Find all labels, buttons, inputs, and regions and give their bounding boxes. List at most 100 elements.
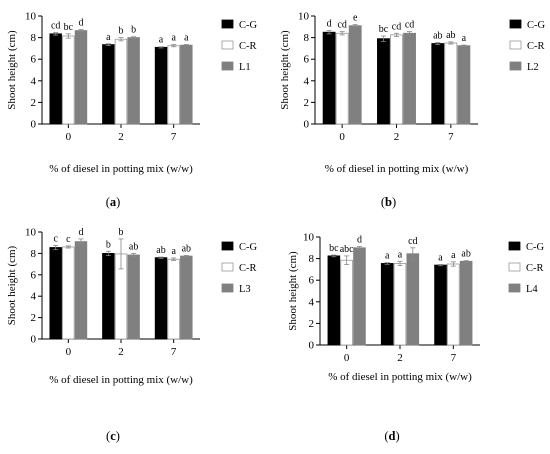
panel-a-x-tick-label: 2 (118, 131, 124, 143)
panel-d-significance-letter: a (438, 252, 443, 263)
panel-b-y-tick-label: 0 (304, 119, 310, 131)
panel-b-legend-swatch-c-r (509, 40, 522, 50)
panel-b-bar-c-g (431, 43, 445, 125)
panel-d-bar-c-g (434, 264, 447, 346)
panel-a-y-tick-label: 2 (31, 97, 37, 109)
panel-c-bar-l3 (127, 254, 140, 340)
panel-b-panel-label: (b) (381, 195, 396, 209)
panel-a-significance-letter: bc (64, 22, 74, 33)
panel-c-y-tick-label: 10 (25, 227, 37, 239)
panel-d-legend-label: L4 (526, 284, 538, 295)
panel-b-legend-swatch-c-g (509, 19, 522, 29)
panel-a-bar-c-r (114, 38, 128, 125)
panel-b-significance-letter: d (327, 19, 332, 30)
panel-a-bar-c-r (62, 35, 75, 125)
panel-d-bar-c-g (327, 255, 341, 346)
panel-a-bar-c-r (167, 45, 180, 125)
panel-b-y-tick-label: 2 (304, 97, 310, 109)
panel-a-significance-letter: cd (51, 21, 60, 32)
panel-a-bar-c-g (49, 33, 62, 125)
panel-a-x-tick-label: 7 (171, 131, 177, 143)
panel-a-x-axis-label: % of diesel in potting mix (w/w) (49, 163, 193, 175)
panel-d-legend-swatch-l4 (508, 283, 521, 293)
panel-a-panel-label: (a) (106, 195, 121, 209)
panel-d-bar-l4 (353, 247, 366, 346)
panel-d-y-tick-label: 8 (309, 253, 315, 265)
panel-a-significance-letter: b (131, 25, 136, 36)
panel-a-bar-c-g (154, 46, 168, 125)
panel-d-y-tick-label: 6 (309, 275, 315, 287)
panel-d-bar-c-g (380, 263, 394, 346)
panel-d-bar-c-r (447, 263, 460, 346)
panel-c-significance-letter: ab (182, 243, 191, 254)
panel-c-y-tick-label: 6 (31, 269, 37, 281)
panel-b-significance-letter: cd (337, 20, 346, 31)
panel-a-legend-label: C-G (239, 20, 258, 31)
panel-b-legend-swatch-l2 (509, 61, 522, 71)
panel-b-legend-label: C-G (527, 20, 546, 31)
panel-d-significance-letter: ab (461, 249, 470, 260)
panel-b-bar-l2 (403, 32, 416, 125)
panel-c-significance-letter: b (106, 239, 111, 250)
panel-c-legend-label: L3 (239, 284, 251, 295)
panel-c-significance-letter: ab (129, 241, 138, 252)
panel-c-x-tick-label: 0 (66, 346, 72, 358)
panel-b-significance-letter: ab (433, 30, 442, 41)
panel-b-bar-c-r (335, 32, 349, 125)
panel-d-legend-label: C-G (526, 242, 545, 253)
panel-c-y-tick-label: 2 (31, 312, 37, 324)
panel-c-significance-letter: d (78, 227, 83, 238)
panel-a-legend-swatch-c-g (221, 19, 234, 29)
panel-c-y-axis-label: Shoot height (cm) (6, 245, 18, 325)
panel-b-bar-c-g (377, 38, 390, 125)
panel-d-legend-label: C-R (526, 263, 544, 274)
panel-a-significance-letter: b (119, 26, 124, 37)
panel-b-bar-c-r (390, 34, 403, 125)
panel-a-bar-l1 (180, 44, 193, 125)
panel-b-significance-letter: cd (392, 21, 401, 32)
panel-a-y-tick-label: 4 (31, 75, 37, 87)
panel-c-significance-letter: c (66, 234, 71, 245)
panel-b-significance-letter: a (462, 33, 467, 44)
panel-d-x-axis-label: % of diesel in potting mix (w/w) (328, 371, 472, 383)
panel-d-bar-l4 (459, 260, 473, 346)
panel-c-legend-label: C-G (239, 242, 258, 253)
panel-c-legend-swatch-c-r (221, 262, 234, 272)
panel-b-bar-c-r (444, 42, 458, 125)
panel-c-bar-c-r (62, 246, 75, 340)
panel-d-significance-letter: cd (408, 236, 417, 247)
panel-d-x-tick-label: 0 (344, 352, 350, 364)
panel-c-bar-c-g (102, 252, 115, 340)
panel-a-legend-swatch-c-r (221, 40, 234, 50)
panel-c-significance-letter: ab (156, 245, 165, 256)
panel-a-bar-c-g (102, 44, 115, 125)
panel-b-x-tick-label: 2 (394, 131, 400, 143)
panel-d-y-tick-label: 10 (303, 232, 315, 244)
panel-c-y-tick-label: 4 (31, 291, 37, 303)
panel-d-y-tick-label: 0 (309, 340, 315, 352)
panel-a-y-tick-label: 0 (31, 119, 37, 131)
panel-b-y-tick-label: 6 (304, 54, 310, 66)
panel-a-significance-letter: a (184, 33, 189, 44)
panel-b-significance-letter: ab (446, 30, 455, 41)
panel-c-significance-letter: a (171, 246, 176, 257)
panel-a-y-tick-label: 10 (25, 11, 37, 23)
panel-a-y-tick-label: 8 (31, 32, 37, 44)
panel-b-y-tick-label: 4 (304, 75, 310, 87)
panel-b-bar-l2 (457, 45, 471, 125)
panel-b-y-tick-label: 10 (298, 11, 310, 23)
panel-a-significance-letter: d (78, 18, 83, 29)
panel-b-legend-label: L2 (527, 62, 539, 73)
panel-a-bar-l1 (127, 37, 140, 125)
panel-b-significance-letter: e (353, 13, 358, 24)
panel-c-significance-letter: c (53, 233, 58, 244)
panel-b-significance-letter: bc (379, 24, 389, 35)
panel-c-x-axis-label: % of diesel in potting mix (w/w) (49, 374, 193, 386)
panel-d-significance-letter: a (385, 251, 390, 262)
panel-a-legend-swatch-l1 (221, 61, 234, 71)
panel-c-bar-c-g (154, 257, 168, 340)
panel-d-significance-letter: a (398, 249, 403, 260)
panel-d-x-tick-label: 2 (397, 352, 403, 364)
